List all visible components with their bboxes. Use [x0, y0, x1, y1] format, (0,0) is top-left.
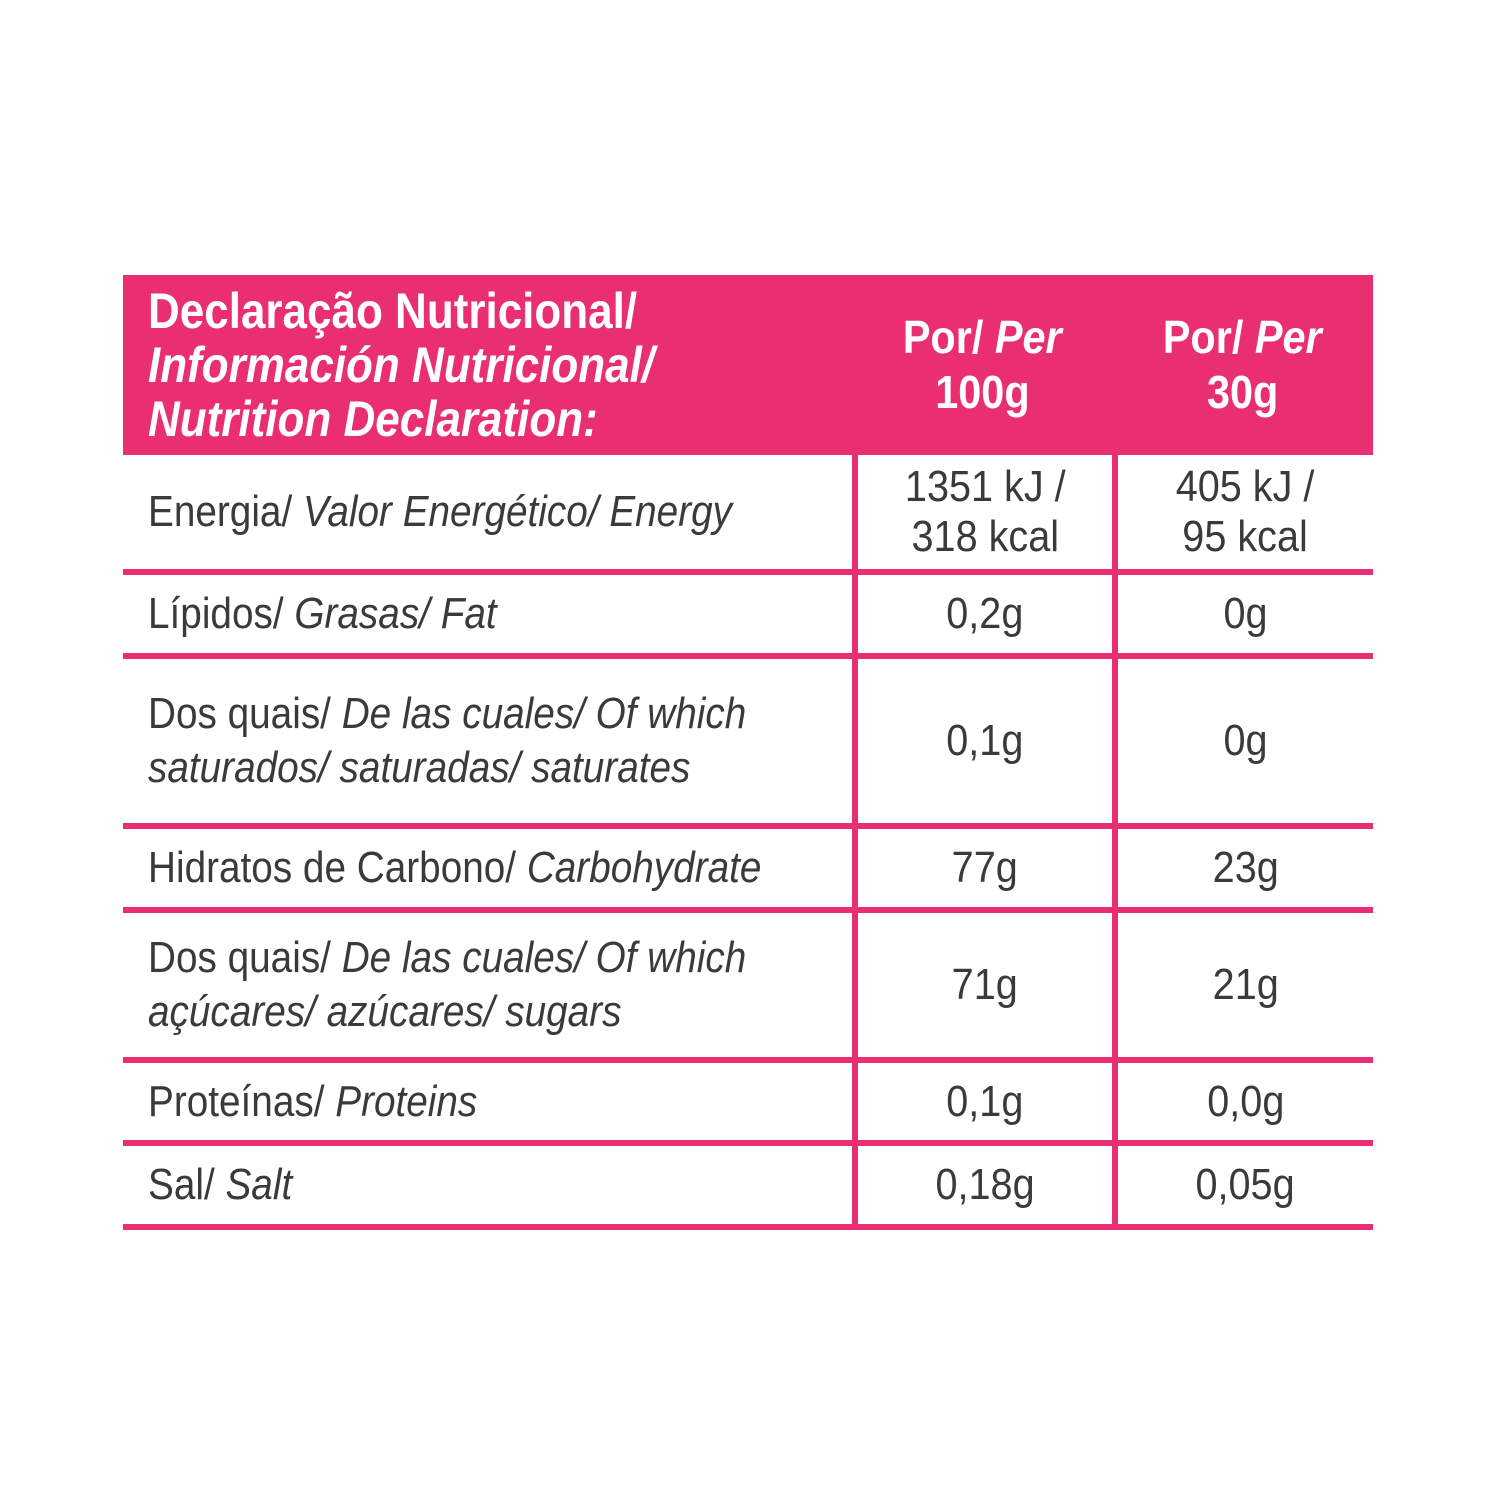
header-col-label-regular: Por/ — [1163, 311, 1244, 363]
header-title-text: Declaração Nutricional/ — [148, 283, 638, 339]
header-col-amount: 100g — [934, 366, 1030, 418]
header-title-line: Declaração Nutricional/ — [148, 284, 852, 338]
row-label-text: Dos quais/ De las cuales/ Of which satura… — [148, 687, 746, 795]
label-segment-italic: Salt — [225, 1160, 293, 1209]
row-label-text: Energia/ Valor Energético/ Energy — [148, 485, 732, 539]
row-label: Dos quais/ De las cuales/ Of which açúcar… — [123, 913, 852, 1057]
row-label-text: Hidratos de Carbono/ Carbohydrate — [148, 841, 761, 895]
table-row: Dos quais/ De las cuales/ Of which satura… — [123, 659, 1373, 829]
value-line: 405 kJ / — [1176, 462, 1315, 511]
row-value-per-30g: 0g — [1112, 575, 1373, 653]
table-row: Dos quais/ De las cuales/ Of which açúcar… — [123, 913, 1373, 1063]
header-title: Declaração Nutricional/Información Nutri… — [123, 275, 852, 455]
value-line: 21g — [1212, 960, 1279, 1009]
label-segment-regular: Dos quais/ — [148, 689, 342, 738]
row-value-per-30g: 0,05g — [1112, 1146, 1373, 1224]
header-col-label-regular: Por/ — [902, 311, 984, 363]
row-value-per-30g: 23g — [1112, 829, 1373, 907]
value-line: 0,18g — [935, 1160, 1035, 1209]
row-value-per-100g: 71g — [852, 913, 1112, 1057]
row-label-text: Dos quais/ De las cuales/ Of which açúcar… — [148, 931, 746, 1039]
nutrition-table: Declaração Nutricional/Información Nutri… — [123, 275, 1373, 1230]
value-line: 71g — [951, 960, 1019, 1009]
row-label: Energia/ Valor Energético/ Energy — [123, 455, 852, 569]
row-label: Lípidos/ Grasas/ Fat — [123, 575, 852, 653]
header-col-label-italic: Per — [994, 311, 1062, 363]
value-line: 95 kcal — [1182, 512, 1309, 561]
value-line: 0,1g — [946, 1076, 1024, 1126]
label-segment-italic: De las cuales/ Of which — [341, 933, 747, 982]
row-value-per-30g: 21g — [1112, 913, 1373, 1057]
label-segment-italic: Proteins — [335, 1076, 478, 1126]
header-col-label: Por/ Per — [1154, 310, 1330, 365]
value-line: 0,05g — [1195, 1160, 1296, 1209]
label-segment-italic: saturados/ saturadas/ saturates — [148, 743, 691, 792]
row-value-per-100g: 0,2g — [852, 575, 1112, 653]
value-line: 77g — [951, 843, 1019, 892]
label-segment-italic: Carbohydrate — [526, 843, 762, 892]
header-col-amount: 30g — [1206, 366, 1279, 418]
header-col-label: Por/ Per — [894, 310, 1070, 365]
label-segment-regular: Energia/ — [148, 487, 303, 536]
value-line: 0g — [1223, 716, 1268, 765]
row-label: Sal/ Salt — [123, 1146, 852, 1224]
row-value-per-100g: 0,1g — [852, 659, 1112, 823]
value-line: 318 kcal — [911, 512, 1059, 561]
label-segment-regular: Lípidos/ — [148, 589, 295, 638]
row-value-per-30g: 0,0g — [1112, 1063, 1373, 1140]
row-value-per-100g: 1351 kJ /318 kcal — [852, 455, 1112, 569]
row-value-per-30g: 405 kJ /95 kcal — [1112, 455, 1373, 569]
value-line: 1351 kJ / — [904, 462, 1066, 511]
header-col-per-30g: Por/ Per 30g — [1112, 275, 1373, 455]
header-title-line: Información Nutricional/ — [148, 338, 852, 392]
table-body: Energia/ Valor Energético/ Energy 1351 k… — [123, 455, 1373, 1230]
row-value-per-30g: 0g — [1112, 659, 1373, 823]
value-line: 0,1g — [946, 716, 1024, 765]
table-row: Hidratos de Carbono/ Carbohydrate 77g 23… — [123, 829, 1373, 913]
label-segment-italic: açúcares/ azúcares/ sugars — [148, 987, 622, 1036]
label-segment-regular: Proteínas/ — [148, 1076, 336, 1126]
value-line: 0,2g — [946, 589, 1024, 638]
label-segment-regular: Hidratos de Carbono/ — [148, 843, 527, 892]
table-row: Energia/ Valor Energético/ Energy 1351 k… — [123, 455, 1373, 575]
row-label: Hidratos de Carbono/ Carbohydrate — [123, 829, 852, 907]
table-row: Proteínas/ Proteins 0,1g 0,0g — [123, 1063, 1373, 1146]
label-segment-italic: Valor Energético/ Energy — [302, 487, 733, 536]
row-value-per-100g: 0,1g — [852, 1063, 1112, 1140]
row-label-text: Sal/ Salt — [148, 1158, 292, 1212]
header-col-per-100g: Por/ Per 100g — [852, 275, 1112, 455]
header-col-label-italic: Per — [1255, 311, 1322, 363]
label-segment-regular: Dos quais/ — [148, 933, 342, 982]
table-row: Sal/ Salt 0,18g 0,05g — [123, 1146, 1373, 1230]
row-label-text: Lípidos/ Grasas/ Fat — [148, 587, 497, 641]
row-label: Dos quais/ De las cuales/ Of which satura… — [123, 659, 852, 823]
table-header: Declaração Nutricional/Información Nutri… — [123, 275, 1373, 455]
header-title-text: Información Nutricional/ — [148, 337, 655, 393]
label-segment-regular: Sal/ — [148, 1160, 226, 1209]
row-value-per-100g: 0,18g — [852, 1146, 1112, 1224]
row-label-text: Proteínas/ Proteins — [148, 1075, 477, 1129]
header-title-line: Nutrition Declaration: — [148, 392, 852, 446]
table-row: Lípidos/ Grasas/ Fat 0,2g 0g — [123, 575, 1373, 659]
value-line: 0g — [1223, 589, 1268, 638]
label-segment-italic: De las cuales/ Of which — [341, 689, 747, 738]
header-title-text: Nutrition Declaration: — [148, 391, 598, 447]
value-line: 23g — [1212, 843, 1279, 892]
row-label: Proteínas/ Proteins — [123, 1063, 852, 1140]
label-segment-italic: Grasas/ Fat — [294, 589, 497, 638]
value-line: 0,0g — [1206, 1076, 1285, 1126]
row-value-per-100g: 77g — [852, 829, 1112, 907]
